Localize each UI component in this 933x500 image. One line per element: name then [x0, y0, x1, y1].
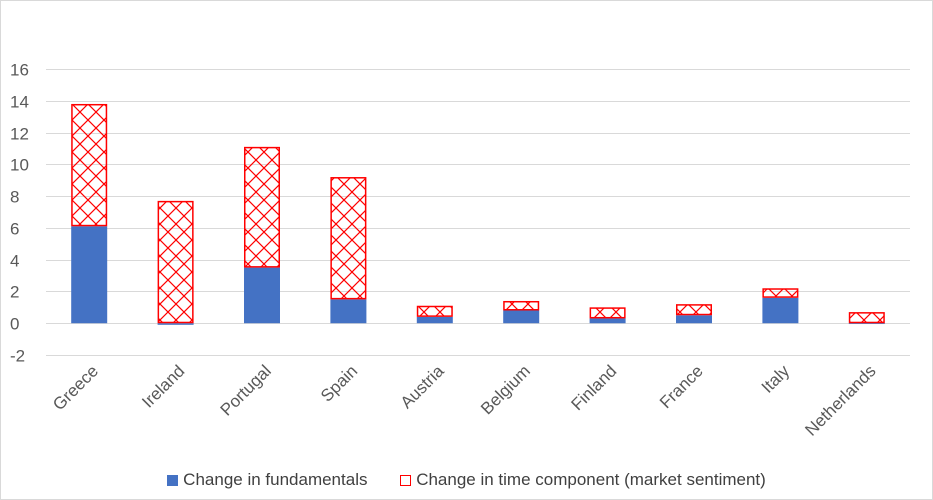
y-tick-label: 2 [10, 283, 19, 302]
bar-fundamentals [848, 323, 885, 325]
y-tick-label: 8 [10, 188, 19, 207]
bar-time-component [762, 288, 799, 298]
bar-time-component [416, 305, 453, 317]
bar-time-component [848, 312, 885, 324]
bar-fundamentals [762, 297, 799, 324]
bar-time-component [676, 304, 712, 316]
x-category-label: Finland [568, 361, 621, 414]
bar-fundamentals [244, 267, 280, 324]
x-category-label: Belgium [477, 361, 534, 418]
x-category-label: Austria [397, 361, 448, 412]
legend: Change in fundamentals Change in time co… [0, 470, 933, 491]
bar-fundamentals [589, 318, 626, 324]
bars [71, 103, 885, 325]
y-tick-label: 0 [10, 315, 19, 334]
legend-label-fundamentals: Change in fundamentals [183, 470, 368, 489]
bar-fundamentals [676, 315, 712, 324]
y-tick-label: 14 [10, 93, 29, 112]
bar-fundamentals [503, 310, 540, 324]
bar-time-component [71, 103, 108, 227]
y-tick-label: 12 [10, 125, 29, 144]
bar-time-component [244, 146, 280, 268]
bar-chart: -2 0 2 4 6 8 10 12 14 16 Greece Ireland Portugal Spa… [10, 61, 910, 440]
legend-swatch-time-component [400, 474, 412, 486]
x-category-label: Greece [49, 361, 102, 414]
bar-time-component [589, 307, 626, 319]
x-category-label: Italy [758, 361, 794, 397]
legend-item-fundamentals: Change in fundamentals [167, 470, 367, 490]
x-category-label: France [656, 361, 707, 412]
legend-swatch-fundamentals [167, 474, 179, 486]
x-category-label: Spain [317, 361, 361, 405]
y-tick-label: 16 [10, 61, 29, 80]
y-tick-label: -2 [10, 347, 25, 366]
x-category-label: Ireland [138, 361, 188, 411]
y-tick-label: 10 [10, 156, 29, 175]
y-axis-tick-labels: -2 0 2 4 6 8 10 12 14 16 [10, 61, 29, 366]
legend-label-time-component: Change in time component (market sentime… [416, 470, 766, 489]
bar-fundamentals [416, 316, 453, 324]
bar-time-component [330, 177, 367, 300]
y-tick-label: 6 [10, 220, 19, 239]
x-category-label: Netherlands [801, 361, 879, 439]
bar-fundamentals [157, 323, 194, 325]
bar-time-component [157, 200, 194, 324]
x-category-label: Portugal [217, 361, 275, 419]
bar-time-component [503, 300, 540, 311]
x-axis-category-labels: Greece Ireland Portugal Spain Austria Belgium… [49, 361, 879, 440]
legend-item-time-component: Change in time component (market sentime… [400, 470, 766, 490]
y-tick-label: 4 [10, 252, 19, 271]
bar-fundamentals [71, 226, 108, 324]
bar-fundamentals [330, 299, 367, 324]
